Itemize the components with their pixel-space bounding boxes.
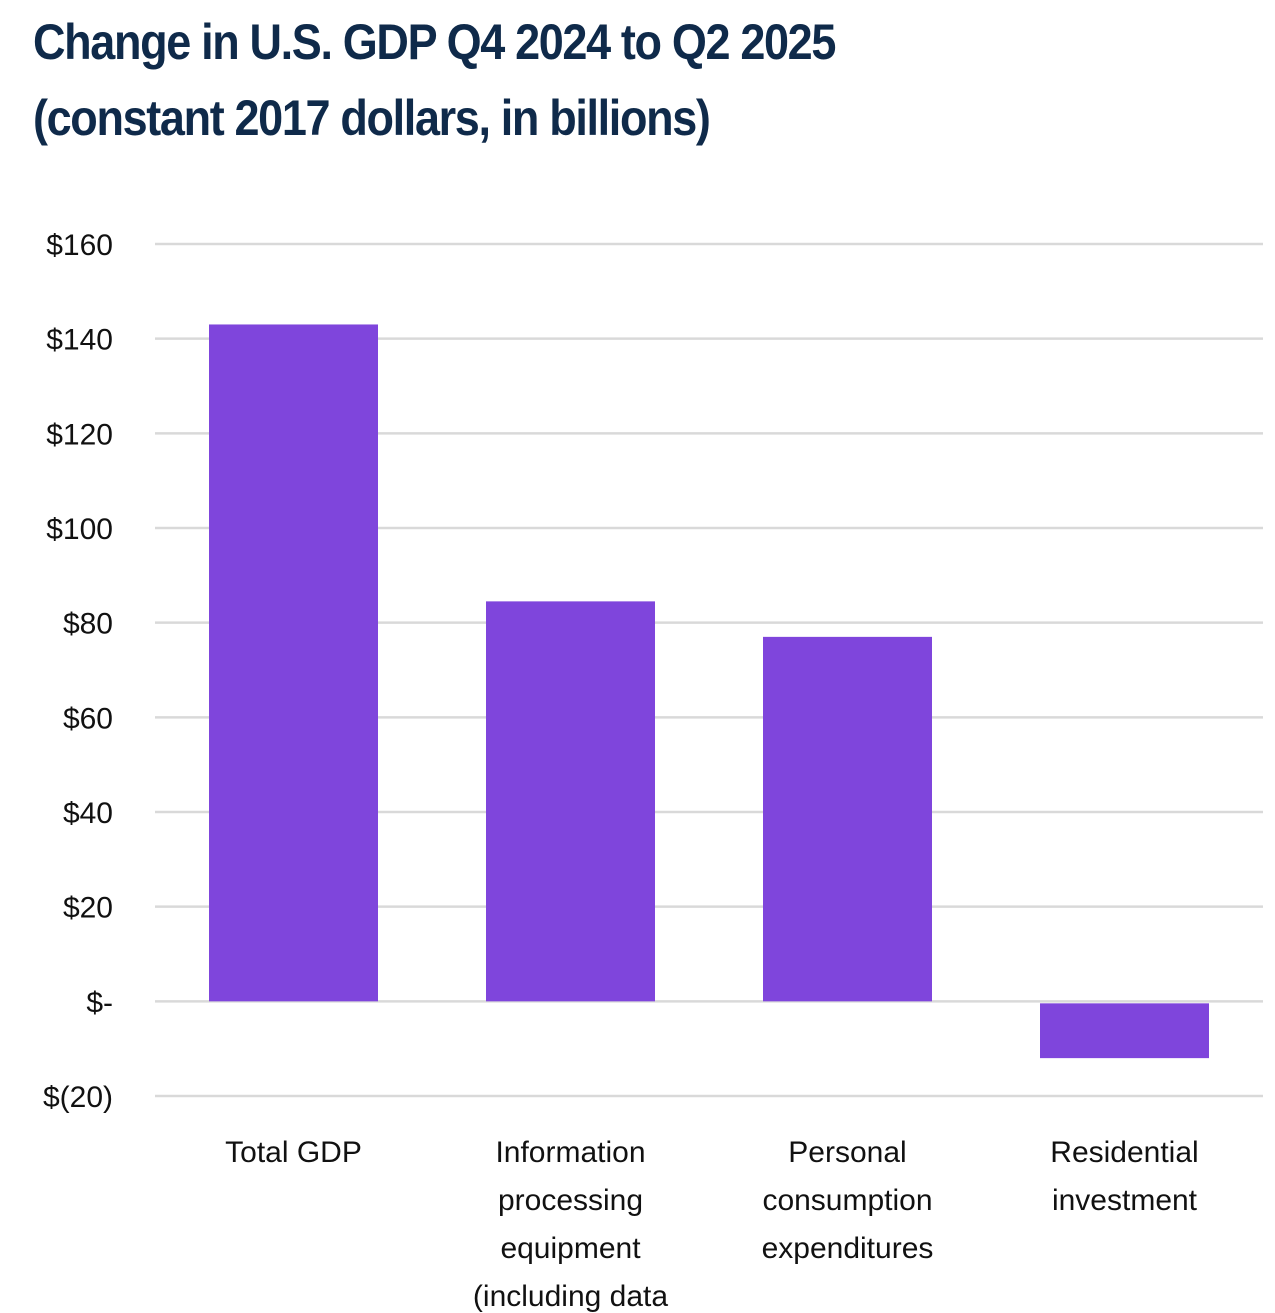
y-tick-label: $160	[46, 229, 113, 262]
bar	[763, 636, 932, 1002]
bar	[1040, 1003, 1209, 1059]
y-tick-label: $40	[63, 797, 113, 830]
x-category-label: consumption	[762, 1184, 932, 1217]
bar	[486, 601, 655, 1002]
bar	[209, 324, 378, 1002]
y-tick-label: $140	[46, 324, 113, 357]
y-tick-label: $120	[46, 418, 113, 451]
x-category-label: Residential	[1050, 1136, 1198, 1169]
x-category-label: Personal	[788, 1136, 906, 1169]
y-tick-label: $80	[63, 608, 113, 641]
x-category-label: processing	[498, 1184, 643, 1217]
x-category-label: expenditures	[762, 1232, 934, 1265]
x-category-label: Information	[495, 1136, 645, 1169]
x-category-label: (including data	[473, 1280, 668, 1313]
y-tick-label: $-	[86, 986, 113, 1019]
y-tick-label: $20	[63, 892, 113, 925]
x-category-label: Total GDP	[225, 1136, 362, 1169]
x-category-label: investment	[1052, 1184, 1198, 1217]
title-line-2: (constant 2017 dollars, in billions)	[33, 90, 711, 146]
y-tick-label: $60	[63, 702, 113, 735]
title-line-1: Change in U.S. GDP Q4 2024 to Q2 2025	[33, 14, 836, 70]
y-tick-label: $100	[46, 513, 113, 546]
y-tick-label: $(20)	[43, 1081, 113, 1114]
x-category-label: equipment	[500, 1232, 641, 1265]
chart-title: Change in U.S. GDP Q4 2024 to Q2 2025 (c…	[33, 4, 1131, 156]
